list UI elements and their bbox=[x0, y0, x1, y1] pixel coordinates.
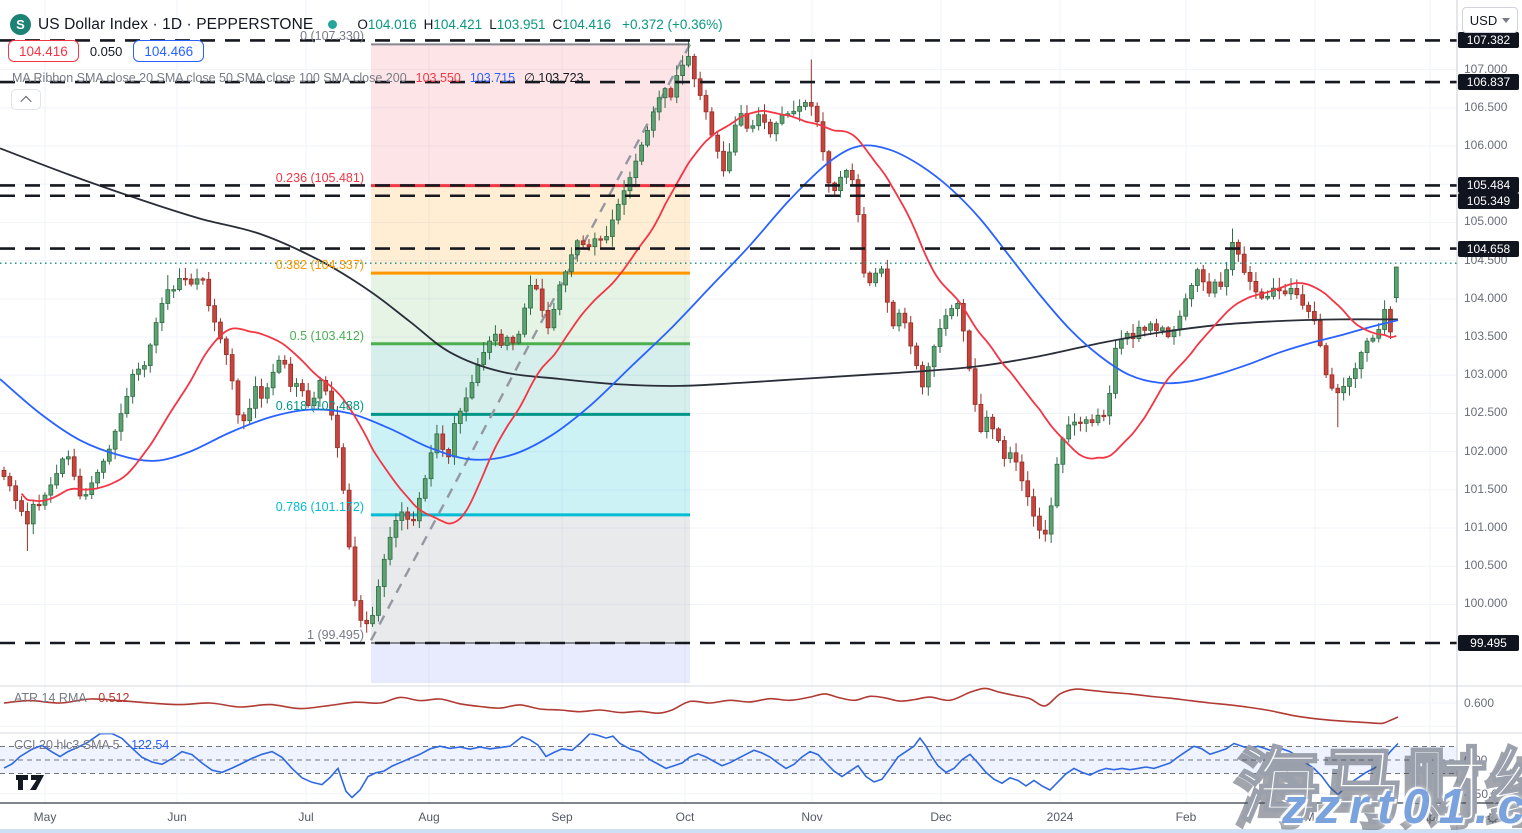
cci-legend[interactable]: CCI 20 hlc3 SMA 5 122.54 bbox=[14, 738, 169, 752]
price-axis-label: 101.500 bbox=[1464, 481, 1508, 496]
time-axis-label: Feb bbox=[1175, 810, 1197, 824]
chevron-down-icon bbox=[1502, 17, 1511, 23]
price-line-tag: 106.837 bbox=[1458, 74, 1519, 91]
fib-level-label: 1 (99.495) bbox=[307, 628, 364, 642]
cci-value: 122.54 bbox=[131, 738, 170, 752]
spread-value: 0.050 bbox=[86, 43, 126, 59]
currency-dropdown[interactable]: USD bbox=[1462, 7, 1518, 33]
ma-ribbon-value: 103.550 bbox=[415, 71, 461, 85]
ma-ribbon-value: 103.715 bbox=[469, 71, 516, 85]
price-line-tag: 99.495 bbox=[1458, 635, 1519, 651]
time-axis-label: Sep bbox=[551, 810, 573, 824]
atr-label: ATR 14 RMA bbox=[14, 691, 87, 705]
price-line-tag: 105.484 bbox=[1458, 177, 1519, 194]
time-axis-label: Oct bbox=[675, 810, 695, 824]
currency-label: USD bbox=[1469, 12, 1498, 28]
price-axis-label: 103.000 bbox=[1464, 367, 1508, 382]
time-axis-label: May bbox=[33, 810, 57, 824]
price-axis-label: 102.500 bbox=[1464, 405, 1508, 420]
time-axis-label: Mar bbox=[1304, 810, 1326, 824]
price-axis-label: 100.000 bbox=[1464, 596, 1508, 611]
time-axis-label: Jul bbox=[298, 810, 314, 824]
price-line-tag: 105.349 bbox=[1458, 193, 1519, 210]
price-axis-label: 106.500 bbox=[1464, 99, 1508, 114]
fib-level-label: 0.786 (101.172) bbox=[275, 499, 364, 514]
symbol-logo-icon[interactable]: S bbox=[10, 14, 31, 35]
fib-level-label: 0.618 (102.488) bbox=[275, 399, 364, 414]
atr-legend[interactable]: ATR 14 RMA 0.512 bbox=[14, 691, 129, 705]
cci-scale-label: -250.00 bbox=[1464, 786, 1505, 801]
order-price-row: 104.416 0.050 104.466 bbox=[8, 40, 205, 62]
price-axis-label: 104.000 bbox=[1464, 290, 1508, 305]
price-axis-label: 102.000 bbox=[1464, 443, 1508, 458]
ohlc-value: 104.421 bbox=[433, 17, 483, 32]
moving-averages bbox=[0, 109, 1399, 525]
time-axis-label: Aug bbox=[418, 810, 440, 824]
ohlc-value: 104.016 bbox=[367, 17, 417, 32]
atr-value: 0.512 bbox=[98, 691, 130, 705]
price-axis-label: 103.500 bbox=[1464, 329, 1508, 344]
ohlc-key: C bbox=[552, 17, 563, 32]
ohlc-key: O bbox=[357, 17, 368, 32]
time-axis-label: Dec bbox=[930, 810, 952, 824]
candlesticks bbox=[1, 39, 1399, 633]
ohlc-key: L bbox=[489, 17, 497, 32]
chevron-up-icon bbox=[20, 95, 32, 107]
price-line-tag: 104.658 bbox=[1458, 240, 1519, 257]
ohlc-value: 103.951 bbox=[496, 17, 546, 32]
price-axis-label: 100.500 bbox=[1464, 558, 1508, 573]
time-axis-label: Apr bbox=[1420, 810, 1440, 824]
price-axis-label: 101.000 bbox=[1464, 520, 1508, 535]
tradingview-logo[interactable] bbox=[14, 772, 48, 792]
symbol-title[interactable]: US Dollar Index · 1D · PEPPERSTONE bbox=[38, 15, 314, 33]
grid-lines bbox=[0, 0, 1457, 803]
ma-ribbon-values: 103.550 103.715 ∅ 103.723 bbox=[416, 70, 593, 85]
fib-level-label: 0 (107.330) bbox=[300, 29, 364, 44]
ohlc-value: 104.416 bbox=[562, 17, 612, 32]
fib-retracement bbox=[369, 43, 692, 683]
atr-pane bbox=[3, 687, 1399, 725]
price-axis-label: 107.000 bbox=[1464, 61, 1508, 76]
legend-collapse-button[interactable] bbox=[11, 89, 41, 110]
ma-ribbon-legend[interactable]: MA Ribbon SMA close 20 SMA close 50 SMA … bbox=[12, 70, 593, 86]
atr-scale-label: 0.600 bbox=[1464, 696, 1495, 710]
time-axis-label: Nov bbox=[801, 810, 823, 824]
horizontal-line-drawings bbox=[0, 39, 1457, 645]
fib-level-label: 0.5 (103.412) bbox=[289, 328, 364, 343]
time-axis-label: Jun bbox=[167, 810, 187, 824]
price-axis-label: 106.000 bbox=[1464, 138, 1508, 153]
cci-pane bbox=[0, 732, 1457, 799]
price-axis-label: 105.000 bbox=[1464, 214, 1508, 229]
fib-level-label: 0.382 (104.337) bbox=[275, 258, 364, 273]
watermark-cjk: 海马财经 bbox=[1237, 741, 1522, 833]
price-line-tag: 107.382 bbox=[1458, 32, 1519, 49]
sell-price-button[interactable]: 104.416 bbox=[8, 40, 79, 62]
ma-ribbon-value: ∅ 103.723 bbox=[524, 71, 584, 85]
symbol-legend: S US Dollar Index · 1D · PEPPERSTONE O10… bbox=[10, 14, 723, 35]
buy-price-button[interactable]: 104.466 bbox=[133, 40, 205, 62]
market-status-icon bbox=[328, 20, 338, 29]
cci-label: CCI 20 hlc3 SMA 5 bbox=[14, 738, 120, 752]
ma-ribbon-label: MA Ribbon SMA close 20 SMA close 50 SMA … bbox=[12, 70, 407, 85]
bottom-edge-strip bbox=[0, 829, 1522, 833]
cci-scale-label: 0.00 bbox=[1464, 753, 1488, 767]
settings-gear-icon[interactable]: ⚙ bbox=[1486, 810, 1500, 827]
time-axis-label: 2024 bbox=[1046, 810, 1074, 824]
change-readout: +0.372 (+0.36%) bbox=[622, 17, 723, 32]
ohlc-key: H bbox=[423, 17, 434, 32]
ohlc-readout: O104.016 H104.421 L103.951 C104.416 bbox=[350, 17, 611, 32]
fib-level-label: 0.236 (105.481) bbox=[275, 170, 364, 185]
watermark-site: zzrt01.cn bbox=[1282, 780, 1522, 833]
